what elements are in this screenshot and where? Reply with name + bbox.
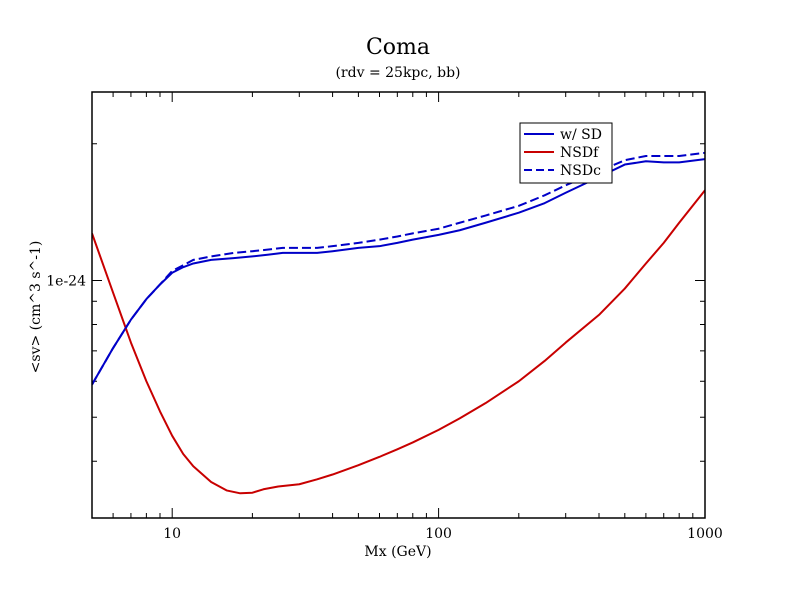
legend-label: NSDc xyxy=(560,163,601,179)
y-axis-label: <sv> (cm^3 s^-1) xyxy=(28,241,44,374)
legend-label: w/ SD xyxy=(560,127,602,143)
legend: w/ SD NSDf NSDc xyxy=(519,122,613,184)
chart-title: Coma xyxy=(366,35,430,60)
legend-label: NSDf xyxy=(560,145,600,161)
x-axis-label: Mx (GeV) xyxy=(364,544,431,560)
x-tick-label: 100 xyxy=(425,526,452,542)
series-line-w-sd xyxy=(92,158,705,386)
series-line-nsdc xyxy=(92,151,705,386)
series-layer xyxy=(92,151,705,495)
plot-frame xyxy=(91,91,706,519)
chart-subtitle: (rdv = 25kpc, bb) xyxy=(335,65,460,81)
x-tick-label: 10 xyxy=(163,526,181,542)
series-line-nsdf xyxy=(92,189,705,495)
x-tick-label: 1000 xyxy=(687,526,723,542)
x-tick-labels: 10 100 1000 xyxy=(163,526,723,542)
y-tick-labels: 1e-24 xyxy=(46,273,86,289)
y-tick-label: 1e-24 xyxy=(46,273,86,289)
